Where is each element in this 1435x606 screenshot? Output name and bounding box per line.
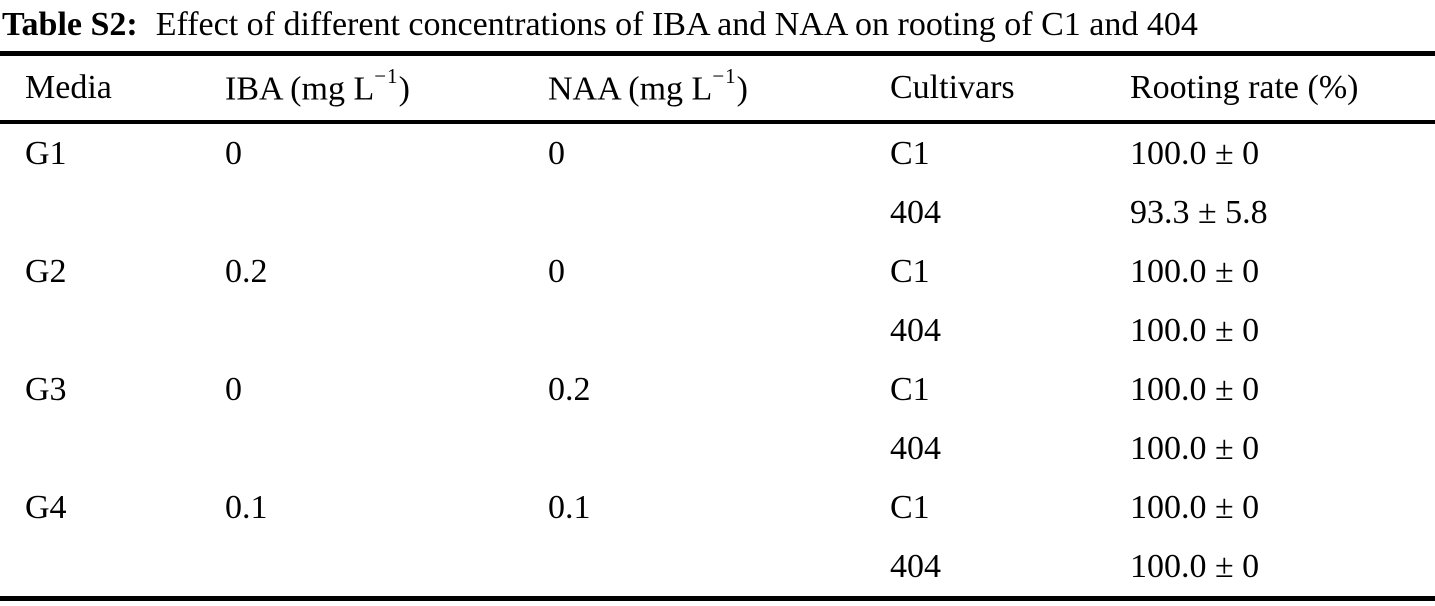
table-row: G2 0.2 0 C1 100.0 ± 0	[0, 242, 1435, 301]
column-header-rooting-rate: Rooting rate (%)	[1130, 53, 1435, 124]
cell-cultivar: 404	[890, 429, 941, 467]
cell-naa	[548, 183, 890, 242]
cell-cultivar: 404	[890, 193, 941, 231]
cell-naa	[548, 537, 890, 599]
cell-iba: 0.2	[225, 252, 268, 290]
table-row: 404 100.0 ± 0	[0, 301, 1435, 360]
column-header-naa: NAA (mg L−1)	[548, 53, 890, 124]
cell-naa: 0.2	[548, 370, 591, 408]
cell-rooting-rate: 100.0 ± 0	[1130, 311, 1260, 349]
column-header-media: Media	[0, 53, 225, 124]
cell-media	[0, 537, 225, 599]
cell-media: G1	[25, 134, 67, 172]
column-header-iba: IBA (mg L−1)	[225, 53, 548, 124]
cell-cultivar: C1	[890, 370, 930, 408]
column-header-iba-text: IBA (mg L	[225, 70, 375, 108]
cell-cultivar: 404	[890, 311, 941, 349]
cell-media	[0, 419, 225, 478]
column-header-naa-text: NAA (mg L	[548, 70, 713, 108]
table-header-row: Media IBA (mg L−1) NAA (mg L−1) Cultivar…	[0, 53, 1435, 124]
table-caption: Table S2: Effect of different concentrati…	[0, 0, 1435, 51]
cell-rooting-rate: 100.0 ± 0	[1130, 134, 1260, 172]
cell-cultivar: 404	[890, 547, 941, 585]
rooting-effect-table: Media IBA (mg L−1) NAA (mg L−1) Cultivar…	[0, 51, 1435, 601]
cell-cultivar: C1	[890, 252, 930, 290]
column-header-cultivars: Cultivars	[890, 53, 1130, 124]
column-header-iba-suffix: )	[398, 70, 410, 108]
cell-iba	[225, 183, 548, 242]
cell-rooting-rate: 100.0 ± 0	[1130, 488, 1260, 526]
cell-naa	[548, 419, 890, 478]
table-row: G4 0.1 0.1 C1 100.0 ± 0	[0, 478, 1435, 537]
cell-media: G2	[25, 252, 67, 290]
cell-media	[0, 301, 225, 360]
cell-naa: 0	[548, 252, 565, 290]
cell-cultivar: C1	[890, 134, 930, 172]
naa-unit-superscript: −1	[712, 63, 737, 88]
cell-rooting-rate: 100.0 ± 0	[1130, 252, 1260, 290]
table-caption-text: Effect of different concentrations of IB…	[155, 6, 1198, 43]
table-row: G3 0 0.2 C1 100.0 ± 0	[0, 360, 1435, 419]
cell-iba	[225, 537, 548, 599]
cell-rooting-rate: 100.0 ± 0	[1130, 370, 1260, 408]
cell-naa: 0	[548, 134, 565, 172]
cell-iba	[225, 301, 548, 360]
cell-iba: 0	[225, 134, 242, 172]
cell-iba: 0	[225, 370, 242, 408]
cell-naa: 0.1	[548, 488, 591, 526]
table-row: 404 100.0 ± 0	[0, 537, 1435, 599]
cell-cultivar: C1	[890, 488, 930, 526]
iba-unit-superscript: −1	[374, 63, 399, 88]
cell-media	[0, 183, 225, 242]
cell-iba	[225, 419, 548, 478]
table-row: 404 100.0 ± 0	[0, 419, 1435, 478]
cell-media: G4	[25, 488, 67, 526]
table-caption-label: Table S2:	[2, 6, 138, 43]
table-row: 404 93.3 ± 5.8	[0, 183, 1435, 242]
cell-rooting-rate: 100.0 ± 0	[1130, 547, 1260, 585]
cell-rooting-rate: 100.0 ± 0	[1130, 429, 1260, 467]
table-row: G1 0 0 C1 100.0 ± 0	[0, 122, 1435, 183]
cell-rooting-rate: 93.3 ± 5.8	[1130, 193, 1268, 231]
cell-iba: 0.1	[225, 488, 268, 526]
cell-naa	[548, 301, 890, 360]
cell-media: G3	[25, 370, 67, 408]
column-header-naa-suffix: )	[736, 70, 748, 108]
